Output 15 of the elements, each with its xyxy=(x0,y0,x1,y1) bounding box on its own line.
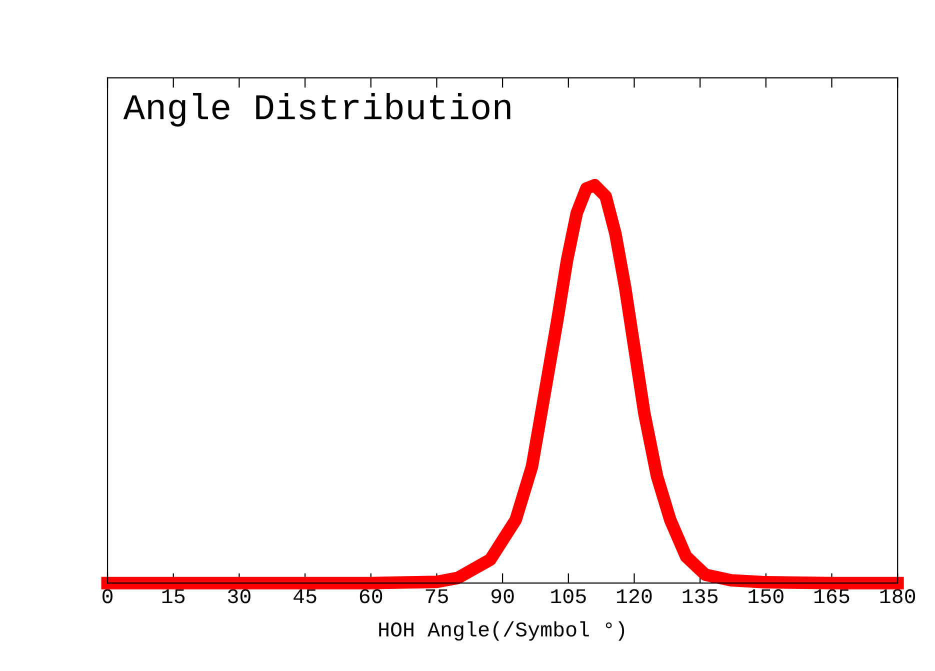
x-axis-title: HOH Angle(/Symbol °) xyxy=(379,621,624,641)
chart-title: Angle Distribution xyxy=(123,92,510,127)
x-tick-label: 60 xyxy=(360,589,382,604)
x-tick-label: 180 xyxy=(880,589,916,604)
x-tick-label: 45 xyxy=(294,589,316,604)
x-tick-label: 165 xyxy=(814,589,850,604)
x-tick-label: 75 xyxy=(426,589,448,604)
x-tick-label: 150 xyxy=(748,589,784,604)
x-tick-label: 120 xyxy=(616,589,652,604)
x-tick-label: 135 xyxy=(682,589,718,604)
x-tick-label: 30 xyxy=(228,589,250,604)
x-tick-label: 105 xyxy=(551,589,586,604)
x-tick-label: 90 xyxy=(491,589,514,604)
x-tick-label: 0 xyxy=(102,589,112,604)
x-tick-label: 15 xyxy=(162,589,185,604)
